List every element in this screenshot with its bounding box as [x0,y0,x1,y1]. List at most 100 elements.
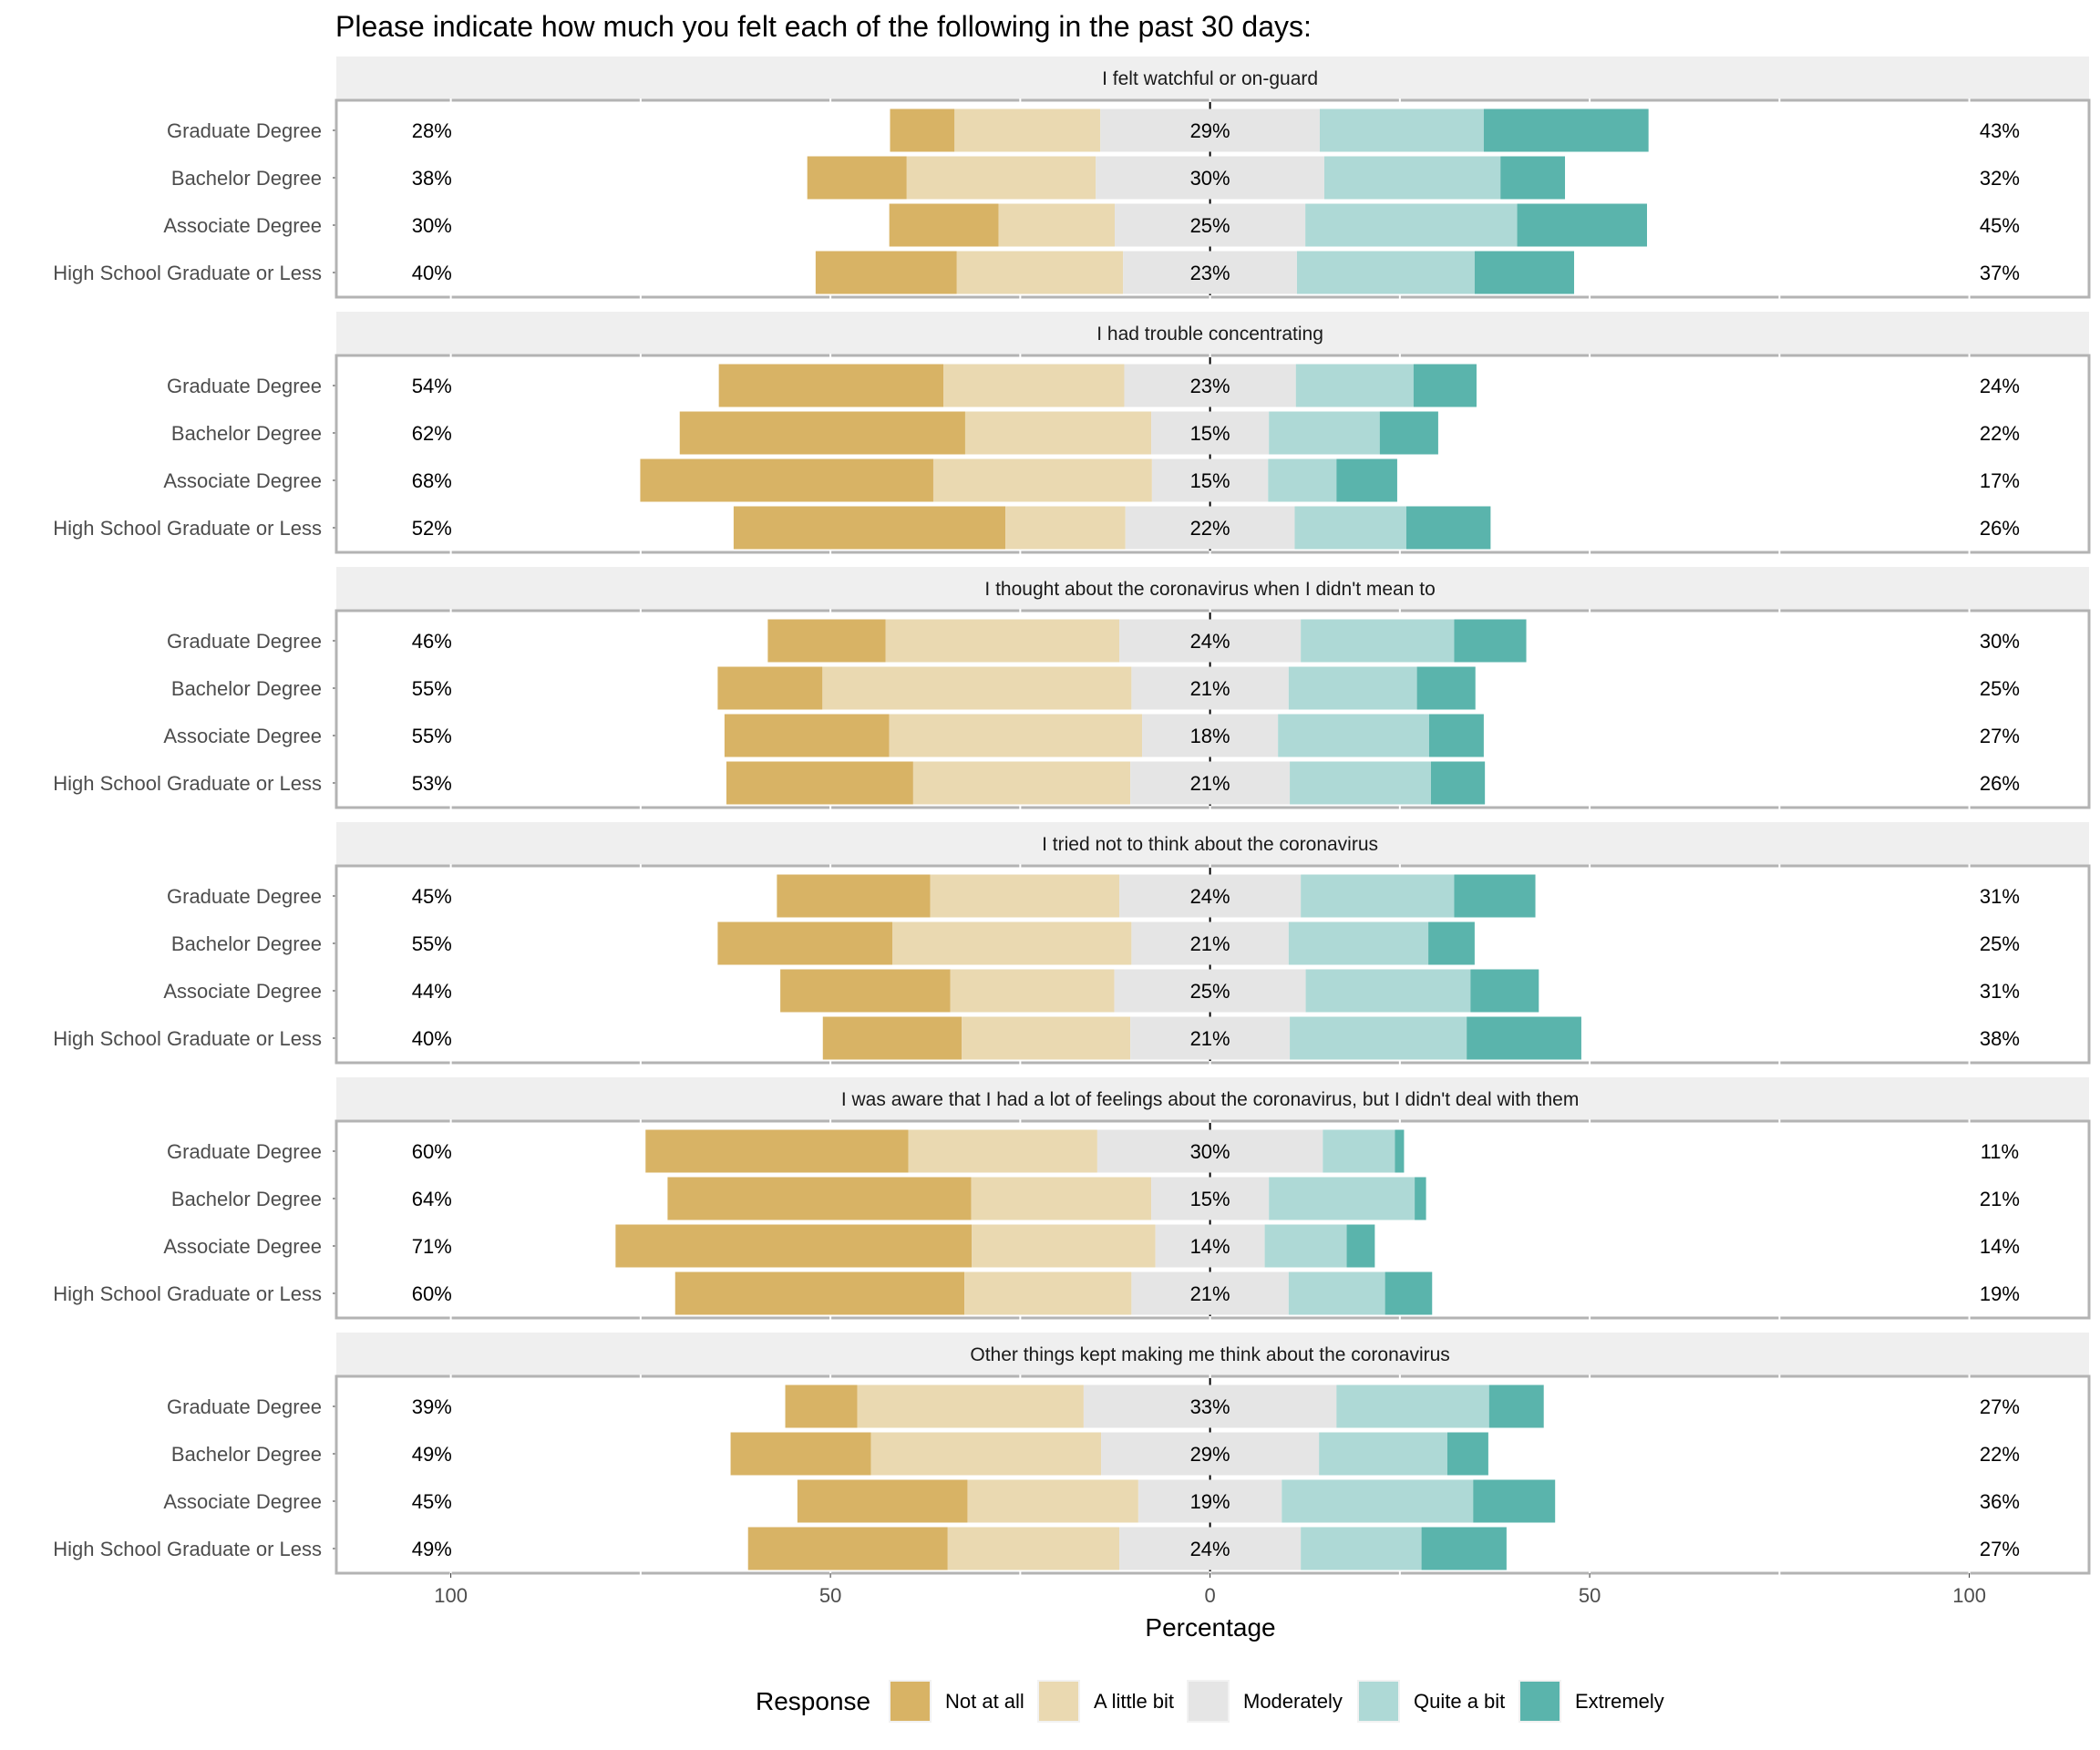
bar-segment-not-at-all [679,411,965,455]
bar-segment-not-at-all [667,1177,972,1220]
bar-segment-a-little-bit [932,458,1152,502]
right-percent-label: 45% [1980,214,2020,237]
bar-segment-extremely [1416,666,1476,710]
bar-row-graduate-degree: 60% 30% 11% Graduate Degree [167,1129,2019,1173]
bar-segment-moderately [1119,619,1302,663]
right-percent-label: 27% [1980,725,2020,747]
bar-segment-a-little-bit [943,364,1125,407]
bar-segment-moderately [1142,714,1279,757]
bar-segment-not-at-all [797,1479,968,1523]
bar-segment-extremely [1454,619,1527,663]
bar-segment-a-little-bit [1005,506,1126,550]
panel-border [335,98,2091,299]
bar-segment-quite-a-bit [1336,1385,1489,1428]
bar-row-graduate-degree: 54% 23% 24% Graduate Degree [167,364,2020,407]
bar-segment-not-at-all [889,203,999,247]
bar-segment-moderately [1083,1385,1337,1428]
left-percent-label: 44% [412,980,452,1003]
bar-row-bachelor-degree: 64% 15% 21% Bachelor Degree [171,1177,2020,1220]
bar-segment-a-little-bit [964,1271,1132,1315]
panel-border [335,864,2091,1065]
bar-segment-quite-a-bit [1305,969,1471,1013]
bar-row-high-school-graduate-or-less: 40% 21% 38% High School Graduate or Less [53,1016,2020,1060]
bar-segment-a-little-bit [885,619,1120,663]
bar-segment-extremely [1454,874,1536,918]
facet-strip [336,567,2089,611]
bar-segment-quite-a-bit [1288,921,1429,965]
bar-segment-quite-a-bit [1301,619,1455,663]
bar-segment-a-little-bit [889,714,1143,757]
bar-segment-quite-a-bit [1269,411,1380,455]
bar-segment-quite-a-bit [1323,1129,1395,1173]
bar-segment-moderately [1123,251,1297,294]
bar-segment-a-little-bit [964,411,1152,455]
right-percent-label: 36% [1980,1490,2020,1513]
bar-segment-not-at-all [733,506,1006,550]
bar-row-associate-degree: 68% 15% 17% Associate Degree [163,458,2020,502]
bar-segment-not-at-all [822,1016,962,1060]
bar-segment-quite-a-bit [1295,364,1414,407]
bar-segment-quite-a-bit [1296,251,1475,294]
bar-segment-not-at-all [785,1385,858,1428]
y-axis-label: High School Graduate or Less [53,517,322,540]
bar-segment-quite-a-bit [1290,761,1432,805]
legend-label: Not at all [945,1690,1024,1713]
right-percent-label: 31% [1980,980,2020,1003]
right-percent-label: 17% [1980,469,2020,492]
center-percent-label: 30% [1190,167,1230,190]
chart-title: Please indicate how much you felt each o… [335,10,1312,43]
right-percent-label: 14% [1980,1235,2020,1258]
bar-segment-not-at-all [890,108,955,152]
bar-segment-not-at-all [724,714,890,757]
legend: Response Not at all A little bit Moderatel… [756,1680,1664,1723]
bar-segment-extremely [1446,1432,1488,1476]
bar-segment-moderately [1131,666,1289,710]
bar-segment-not-at-all [777,874,931,918]
facet-strip [336,1333,2089,1376]
bar-segment-quite-a-bit [1319,108,1484,152]
facet-panel: I was aware that I had a lot of feelings… [53,1077,2091,1320]
bar-segment-quite-a-bit [1288,666,1417,710]
center-percent-label: 21% [1190,677,1230,700]
left-percent-label: 28% [412,119,452,142]
y-axis-label: Graduate Degree [167,1140,322,1163]
right-percent-label: 32% [1980,167,2020,190]
bar-row-graduate-degree: 28% 29% 43% Graduate Degree [167,108,2020,152]
bar-segment-a-little-bit [950,969,1115,1013]
bar-segment-extremely [1428,714,1484,757]
bar-segment-a-little-bit [908,1129,1097,1173]
bar-segment-a-little-bit [956,251,1124,294]
bar-segment-moderately [1115,203,1306,247]
left-percent-label: 40% [412,262,452,284]
bar-segment-a-little-bit [962,1016,1131,1060]
bar-segment-moderately [1151,1177,1270,1220]
left-percent-label: 45% [412,885,452,908]
left-percent-label: 49% [412,1443,452,1466]
facet-strip-title: I had trouble concentrating [1096,324,1323,345]
legend-label: Moderately [1243,1690,1343,1713]
bar-segment-moderately [1151,458,1269,502]
center-percent-label: 25% [1190,980,1230,1003]
bar-segment-quite-a-bit [1323,156,1501,200]
center-percent-label: 29% [1190,119,1230,142]
bar-row-graduate-degree: 45% 24% 31% Graduate Degree [167,874,2020,918]
facet-strip-title: I felt watchful or on-guard [1102,68,1318,89]
y-axis-label: Associate Degree [163,980,322,1003]
right-percent-label: 30% [1980,630,2020,653]
left-percent-label: 54% [412,375,452,397]
right-percent-label: 43% [1980,119,2020,142]
bar-segment-moderately [1130,761,1291,805]
bar-row-high-school-graduate-or-less: 52% 22% 26% High School Graduate or Less [53,506,2020,550]
bar-segment-extremely [1470,969,1539,1013]
y-axis-label: Bachelor Degree [171,422,322,445]
bar-segment-not-at-all [717,921,892,965]
bar-segment-not-at-all [717,666,823,710]
legend-label: Extremely [1575,1690,1664,1713]
facet-strip-title: Other things kept making me think about … [970,1344,1449,1365]
legend-swatch [1359,1682,1398,1721]
facet-panel: I had trouble concentrating 54% 23% 24% Grad… [53,312,2091,554]
facet-panel: I thought about the coronavirus when I d… [53,567,2091,809]
center-percent-label: 21% [1190,1282,1230,1305]
bar-row-graduate-degree: 46% 24% 30% Graduate Degree [167,619,2020,663]
